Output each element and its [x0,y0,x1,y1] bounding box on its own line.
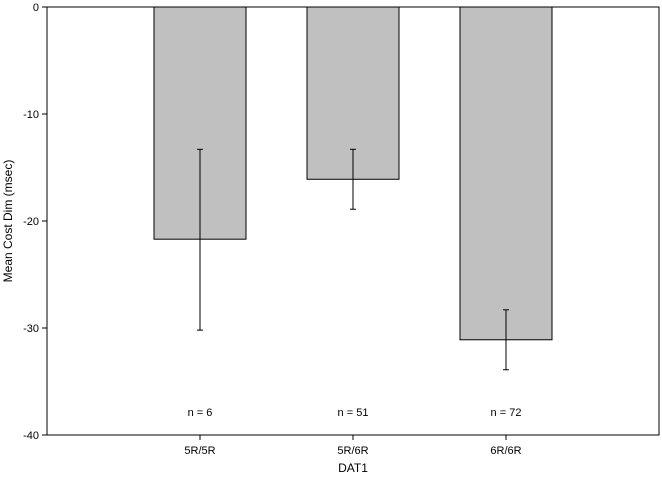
error-bar-5R/5R [197,148,203,331]
y-tick-label: -20 [23,216,39,228]
y-tick-label: -10 [23,109,39,121]
n-labels-group: n = 6 n = 51 n = 72 [188,407,522,419]
error-bar-6R/6R [503,309,509,371]
bar-5R/6R [306,6,400,180]
sample-size-label: n = 51 [338,407,369,419]
y-tick-label: 0 [33,2,39,14]
bar-6R/6R [459,6,553,341]
y-axis-title: Mean Cost Dim (msec) [1,160,15,283]
x-axis-title: DAT1 [338,461,368,475]
error-bar-5R/6R [350,148,356,210]
bars-group [153,6,553,341]
x-tick-label: 5R/6R [337,445,368,457]
sample-size-label: n = 72 [491,407,522,419]
sample-size-label: n = 6 [188,407,213,419]
x-tick-label: 5R/5R [184,445,215,457]
y-tick-label: -30 [23,323,39,335]
y-tick-label: -40 [23,430,39,442]
x-axis: 5R/5R 5R/6R 6R/6R [184,435,522,457]
error-bars-group [197,148,509,371]
x-tick-label: 6R/6R [490,445,521,457]
y-axis: 0 -10 -20 -30 -40 [23,2,47,442]
